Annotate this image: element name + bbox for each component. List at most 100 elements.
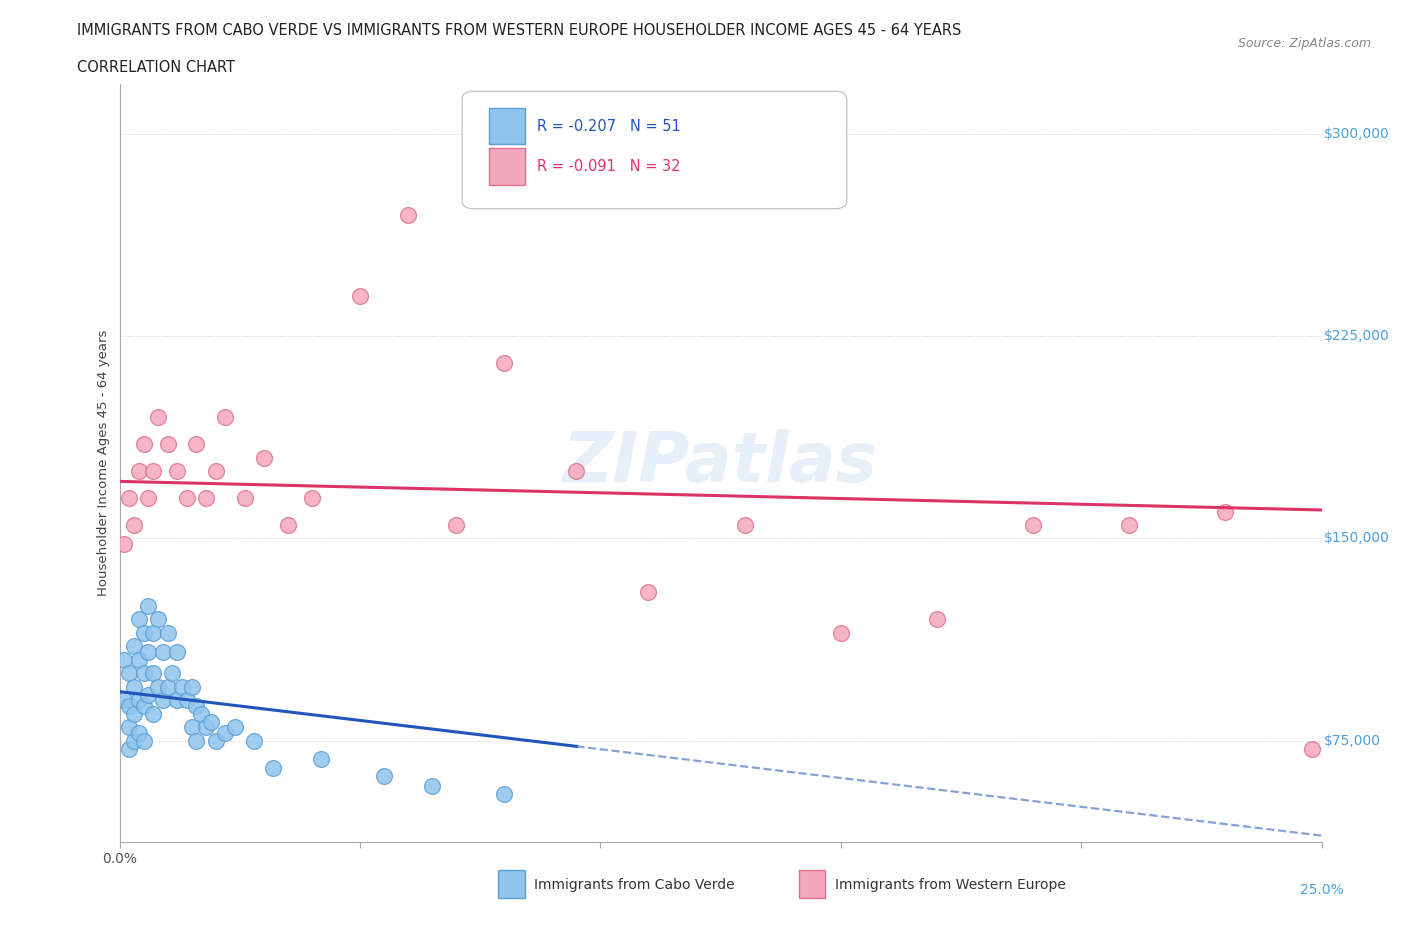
Point xyxy=(156,679,179,694)
Point xyxy=(146,679,169,694)
Point xyxy=(112,652,135,667)
Text: IMMIGRANTS FROM CABO VERDE VS IMMIGRANTS FROM WESTERN EUROPE HOUSEHOLDER INCOME : IMMIGRANTS FROM CABO VERDE VS IMMIGRANTS… xyxy=(77,23,962,38)
Point xyxy=(195,491,218,506)
Bar xyxy=(498,870,524,898)
Point xyxy=(122,639,145,654)
Point xyxy=(396,207,419,222)
Point xyxy=(146,410,169,425)
Point xyxy=(138,644,160,659)
Point xyxy=(349,288,371,303)
Point xyxy=(830,625,852,640)
Point xyxy=(190,706,212,721)
Point xyxy=(734,518,756,533)
Point xyxy=(444,518,467,533)
Point xyxy=(118,720,141,735)
Point xyxy=(170,679,193,694)
Text: ZIPatlas: ZIPatlas xyxy=(562,429,879,497)
Text: $225,000: $225,000 xyxy=(1324,329,1389,343)
Point xyxy=(112,693,135,708)
Point xyxy=(311,752,333,767)
Point xyxy=(637,585,659,600)
Point xyxy=(180,720,202,735)
Point xyxy=(132,698,155,713)
Point xyxy=(233,491,256,506)
Point xyxy=(152,644,174,659)
Point xyxy=(146,612,169,627)
Point xyxy=(277,518,299,533)
Point xyxy=(494,356,516,371)
Point xyxy=(142,706,165,721)
Point xyxy=(186,733,208,748)
Point xyxy=(262,760,284,775)
Point xyxy=(166,693,188,708)
Point xyxy=(128,693,150,708)
Text: R = -0.207   N = 51: R = -0.207 N = 51 xyxy=(537,119,681,134)
Text: $300,000: $300,000 xyxy=(1324,127,1389,141)
Text: CORRELATION CHART: CORRELATION CHART xyxy=(77,60,235,75)
Point xyxy=(204,464,226,479)
FancyBboxPatch shape xyxy=(463,91,846,208)
Point xyxy=(118,741,141,756)
Y-axis label: Householder Income Ages 45 - 64 years: Householder Income Ages 45 - 64 years xyxy=(97,329,111,596)
Point xyxy=(138,598,160,613)
Point xyxy=(176,491,198,506)
Point xyxy=(565,464,588,479)
Point xyxy=(180,679,202,694)
Point xyxy=(132,733,155,748)
Bar xyxy=(488,148,524,184)
Point xyxy=(122,733,145,748)
Point xyxy=(142,464,165,479)
Bar xyxy=(799,870,825,898)
Point xyxy=(128,464,150,479)
Point xyxy=(925,612,948,627)
Text: Immigrants from Western Europe: Immigrants from Western Europe xyxy=(835,878,1066,892)
Point xyxy=(156,437,179,452)
Point xyxy=(138,687,160,702)
Point xyxy=(156,625,179,640)
Bar xyxy=(488,108,524,144)
Point xyxy=(138,491,160,506)
Text: 25.0%: 25.0% xyxy=(1299,884,1344,897)
Point xyxy=(152,693,174,708)
Text: Source: ZipAtlas.com: Source: ZipAtlas.com xyxy=(1237,37,1371,50)
Text: $150,000: $150,000 xyxy=(1324,531,1391,546)
Point xyxy=(420,779,443,794)
Point xyxy=(195,720,218,735)
Point xyxy=(166,464,188,479)
Point xyxy=(214,725,236,740)
Point xyxy=(128,652,150,667)
Point xyxy=(128,725,150,740)
Point xyxy=(243,733,266,748)
Point xyxy=(132,666,155,681)
Point xyxy=(132,625,155,640)
Point xyxy=(142,625,165,640)
Point xyxy=(122,706,145,721)
Point xyxy=(122,679,145,694)
Point xyxy=(162,666,184,681)
Point xyxy=(253,450,276,465)
Point xyxy=(204,733,226,748)
Point xyxy=(112,537,135,551)
Text: Immigrants from Cabo Verde: Immigrants from Cabo Verde xyxy=(534,878,735,892)
Point xyxy=(1301,741,1323,756)
Point xyxy=(142,666,165,681)
Text: $75,000: $75,000 xyxy=(1324,734,1381,748)
Point xyxy=(1215,504,1237,519)
Point xyxy=(176,693,198,708)
Point xyxy=(118,698,141,713)
Point xyxy=(118,666,141,681)
Point xyxy=(214,410,236,425)
Point xyxy=(301,491,323,506)
Point xyxy=(166,644,188,659)
Point xyxy=(186,698,208,713)
Point xyxy=(128,612,150,627)
Point xyxy=(132,437,155,452)
Point xyxy=(1022,518,1045,533)
Point xyxy=(224,720,246,735)
Point xyxy=(373,768,395,783)
Point xyxy=(186,437,208,452)
Point xyxy=(118,491,141,506)
Text: R = -0.091   N = 32: R = -0.091 N = 32 xyxy=(537,159,681,174)
Point xyxy=(494,787,516,802)
Point xyxy=(1118,518,1140,533)
